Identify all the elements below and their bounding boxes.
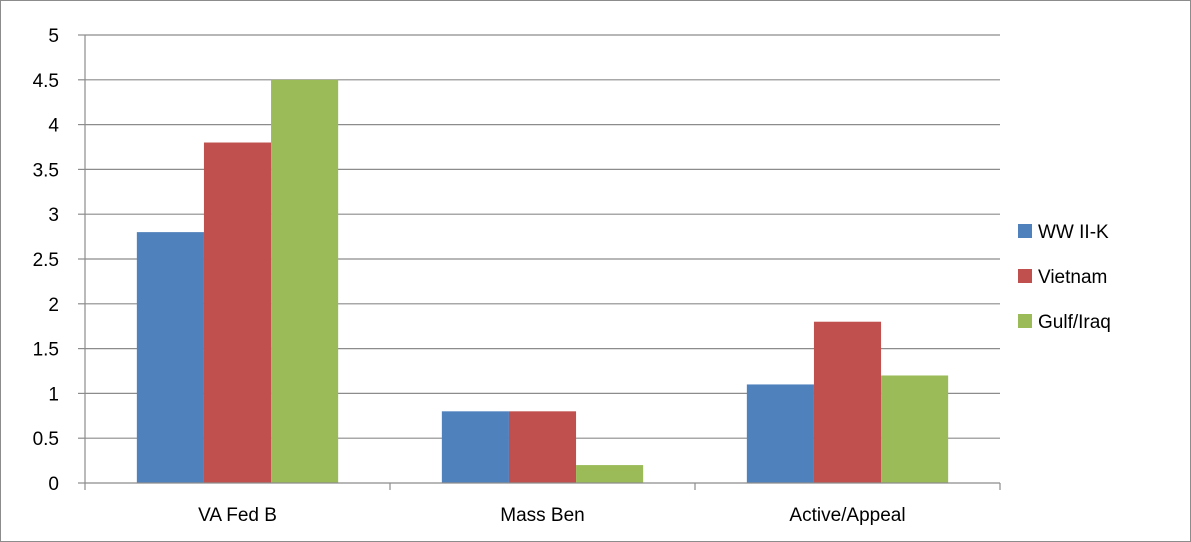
y-tick-label: 1 xyxy=(48,384,59,405)
bar xyxy=(746,384,814,483)
bar xyxy=(271,79,339,484)
y-tick-label: 2 xyxy=(48,295,59,316)
y-tick-label: 4 xyxy=(48,116,59,137)
x-category-label: VA Fed B xyxy=(198,505,277,526)
y-tick-label: 0.5 xyxy=(33,429,59,450)
y-tick-label: 1.5 xyxy=(33,340,59,361)
y-tick-label: 5 xyxy=(48,26,59,47)
legend-label: Gulf/Iraq xyxy=(1038,312,1111,333)
bar xyxy=(881,375,949,483)
bar xyxy=(508,411,577,483)
bar xyxy=(441,411,509,483)
y-tick-label: 2.5 xyxy=(33,250,59,271)
x-axis-labels: VA Fed B Mass Ben Active/Appeal xyxy=(198,505,906,526)
y-tick-label: 0 xyxy=(48,474,59,495)
legend-label: WW II-K xyxy=(1038,222,1109,243)
bar xyxy=(203,142,272,483)
y-axis-ticks: 0 0.5 1 1.5 2 2.5 3 3.5 4 4.5 5 xyxy=(33,26,85,495)
bar xyxy=(576,465,644,483)
legend-swatch xyxy=(1018,269,1032,283)
y-tick-label: 4.5 xyxy=(33,71,59,92)
legend-swatch xyxy=(1018,314,1032,328)
legend: WW II-K Vietnam Gulf/Iraq xyxy=(1018,222,1111,333)
y-tick-label: 3 xyxy=(48,205,59,226)
x-category-label: Mass Ben xyxy=(500,505,584,526)
legend-swatch xyxy=(1018,224,1032,238)
bar xyxy=(136,232,204,483)
y-tick-label: 3.5 xyxy=(33,160,59,181)
x-category-label: Active/Appeal xyxy=(789,505,905,526)
bar xyxy=(813,321,882,483)
bar-series xyxy=(136,79,949,484)
legend-label: Vietnam xyxy=(1038,267,1107,288)
